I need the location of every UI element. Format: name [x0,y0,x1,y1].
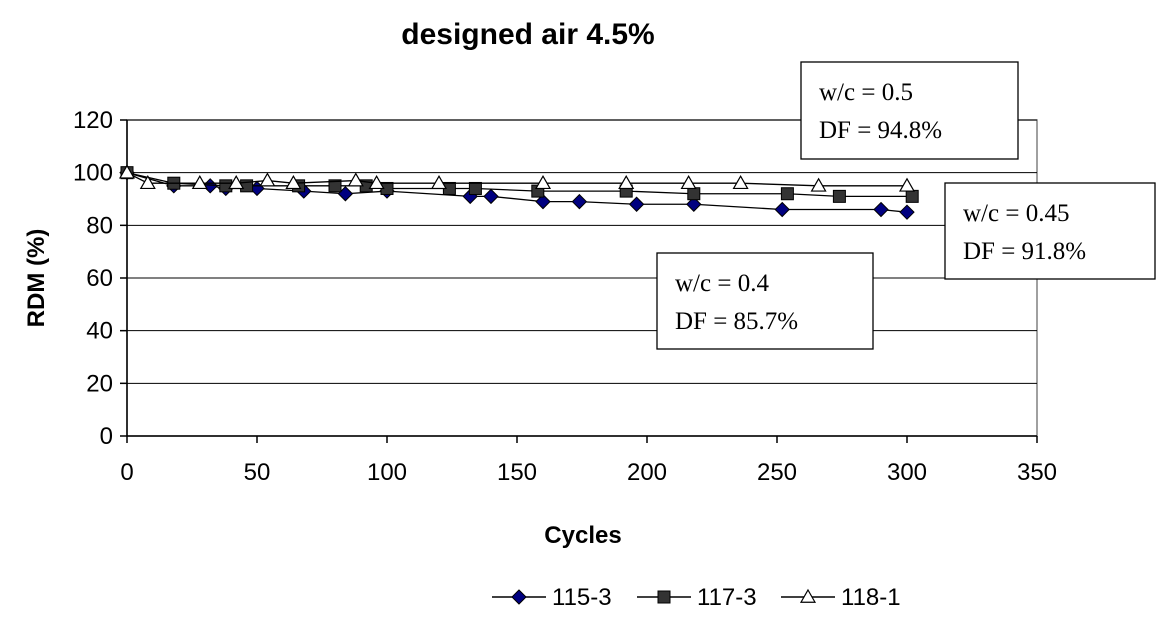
legend-item-115-3: 115-3 [492,584,612,611]
data-point-118-1 [139,174,156,190]
data-point-118-1 [534,174,552,190]
data-point-115-3 [571,193,588,210]
x-tick-label: 0 [120,459,133,486]
data-point-118-1 [898,177,916,192]
data-point-118-1 [285,174,302,190]
data-point-117-3 [328,179,342,193]
annotation-line-2: DF = 91.8% [963,238,1086,265]
y-tick-label: 120 [73,107,113,134]
data-point-117-3 [905,189,919,203]
legend-marker [511,589,527,605]
x-tick-label: 350 [1017,459,1057,486]
data-point-117-3 [219,179,233,193]
data-point-118-1 [732,174,749,190]
data-point-115-3 [774,201,790,218]
annotation-frame [944,182,1156,280]
data-point-118-1 [118,164,136,179]
y-axis-title: RDM (%) [23,229,50,328]
x-tick-label: 50 [244,459,271,486]
legend-marker [657,590,671,604]
data-point-117-3 [780,187,794,201]
legend-label: 118-1 [841,584,901,611]
y-tick-label: 20 [86,370,113,397]
annotation-box: w/c = 0.4 DF = 85.7% [656,252,874,350]
y-tick-label: 60 [86,265,113,292]
data-point-118-1 [810,177,827,192]
data-point-117-3 [468,181,482,195]
data-point-115-3 [899,204,915,220]
y-tick-label: 100 [73,160,113,187]
annotation-frame [656,252,874,350]
data-point-118-1 [618,174,635,190]
legend-label: 117-3 [697,584,757,611]
y-tick-label: 0 [100,423,113,450]
y-tick-label: 80 [86,212,113,239]
x-tick-label: 150 [497,459,537,486]
y-tick-label: 40 [86,318,113,345]
data-point-117-3 [687,187,701,201]
annotation-line-2: DF = 94.8% [819,117,942,144]
data-point-115-3 [686,196,702,212]
data-point-115-3 [483,188,499,205]
data-point-115-3 [628,196,645,212]
data-point-118-1 [259,172,276,187]
x-axis-title: Cycles [544,522,621,549]
annotation-box: w/c = 0.5 DF = 94.8% [800,61,1019,160]
chart-title: designed air 4.5% [401,18,654,51]
series-115-3 [119,164,915,220]
x-tick-label: 200 [627,459,667,486]
x-tick-label: 100 [367,459,407,486]
data-point-118-1 [228,174,245,190]
legend-label: 115-3 [552,584,612,611]
legend-marker [799,588,817,603]
annotation-box: w/c = 0.45 DF = 91.8% [944,182,1156,280]
series-118-1 [118,164,916,192]
data-point-118-1 [368,174,385,190]
data-point-118-1 [347,172,364,187]
data-point-117-3 [832,189,846,203]
x-tick-label: 250 [757,459,797,486]
annotation-frame [800,61,1019,160]
x-tick-label: 300 [887,459,927,486]
data-point-115-3 [535,193,551,210]
annotation-line-2: DF = 85.7% [675,308,798,335]
data-point-118-1 [191,174,208,190]
annotation-line-1: w/c = 0.5 [819,79,913,106]
annotation-line-1: w/c = 0.4 [675,270,769,297]
annotation-line-1: w/c = 0.45 [963,200,1069,227]
legend-item-117-3: 117-3 [637,584,757,611]
legend-item-118-1: 118-1 [781,584,901,611]
data-point-118-1 [680,174,697,190]
data-point-115-3 [873,201,889,218]
data-point-118-1 [430,174,448,190]
